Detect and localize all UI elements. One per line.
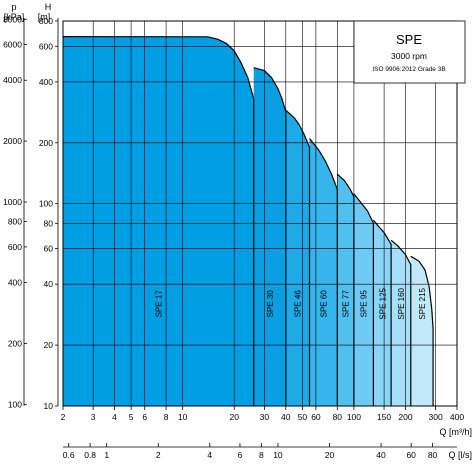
h-tick-label-1: 600 [39, 41, 53, 51]
q-tick-label-14: 150 [377, 412, 391, 422]
series-label-7: SPE 160 [397, 287, 406, 319]
q-axis-title: Q [m³/h] [439, 427, 472, 437]
q-tick-label-1: 3 [91, 412, 96, 422]
series-area-7 [391, 240, 411, 406]
qls-tick-label-11: 80 [428, 450, 438, 460]
series-area-3 [309, 138, 338, 406]
series-labels: SPE 17 SPE 30 SPE 46 SPE 60 SPE 77 SPE 95 SPE … [154, 287, 427, 319]
h-tick-label-7: 40 [44, 279, 54, 289]
q-tick-label-5: 8 [164, 412, 169, 422]
h-tick-label-0: 800 [39, 16, 53, 26]
q-tick-label-4: 6 [142, 412, 147, 422]
series-outlines [62, 36, 434, 406]
chart-subtitle: 3000 rpm [391, 51, 427, 61]
q-tick-label-6: 10 [178, 412, 188, 422]
p-tick-label-9: 100 [8, 399, 22, 409]
qls-tick-label-4: 4 [207, 450, 212, 460]
q-tick-label-16: 300 [429, 412, 443, 422]
series-outline-7 [390, 239, 412, 406]
qls-tick-label-6: 8 [259, 450, 264, 460]
p-axis-title-0: p [11, 2, 16, 12]
p-tick-label-6: 600 [8, 242, 22, 252]
series-area-6 [373, 220, 392, 406]
h-tick-label-8: 20 [44, 340, 54, 350]
q-tick-label-0: 2 [61, 412, 66, 422]
q-tick-label-8: 30 [260, 412, 270, 422]
series-area-1 [253, 67, 286, 406]
series-label-5: SPE 95 [360, 290, 369, 318]
h-tick-label-3: 200 [39, 138, 53, 148]
qls-axis-title: Q [l/s] [448, 450, 472, 460]
qls-tick-label-2: 1 [104, 450, 109, 460]
series-label-1: SPE 30 [266, 290, 275, 318]
series-area-4 [337, 174, 354, 406]
plot-frame [62, 20, 458, 407]
series-outline-1 [253, 67, 287, 406]
p-tick-label-1: 6000 [3, 40, 22, 50]
qls-tick-label-10: 60 [406, 450, 416, 460]
series-label-0: SPE 17 [154, 290, 163, 318]
q-tick-label-13: 100 [347, 412, 361, 422]
q-tick-label-7: 20 [229, 412, 239, 422]
chart-title: SPE [396, 32, 422, 47]
p-tick-label-2: 4000 [3, 75, 22, 85]
series-outline-8 [410, 255, 434, 406]
series-area-8 [410, 256, 434, 406]
q-tick-label-11: 60 [311, 412, 321, 422]
qls-tick-label-8: 20 [325, 450, 335, 460]
title-box: SPE 3000 rpm ISO 9906:2012 Grade 3B [353, 20, 466, 84]
series-outline-5 [353, 193, 374, 406]
series-label-2: SPE 46 [294, 290, 303, 318]
p-axis-title-1: [kPa] [4, 12, 25, 22]
q-tick-label-2: 4 [112, 412, 117, 422]
series-area-2 [285, 110, 310, 406]
series-label-3: SPE 60 [319, 290, 328, 318]
series-outline-4 [336, 173, 355, 406]
qls-tick-label-3: 2 [156, 450, 161, 460]
series-areas [63, 36, 434, 406]
h-tick-label-4: 100 [39, 199, 53, 209]
q-tick-label-15: 200 [398, 412, 412, 422]
axes: 8006004002001008060402010H[m]80006000400… [3, 2, 472, 460]
series-outline-6 [372, 219, 392, 406]
series-area-0 [63, 36, 254, 406]
series-area-5 [353, 193, 374, 406]
h-tick-label-6: 60 [44, 244, 54, 254]
p-tick-label-4: 1000 [3, 197, 22, 207]
q-tick-label-3: 5 [129, 412, 134, 422]
qls-tick-label-5: 6 [238, 450, 243, 460]
h-tick-label-9: 10 [44, 401, 54, 411]
h-tick-label-5: 80 [44, 218, 54, 228]
qls-tick-label-7: 10 [273, 450, 283, 460]
qls-tick-label-0: 0.6 [63, 450, 75, 460]
p-tick-label-0: 8000 [3, 14, 22, 24]
p-tick-label-5: 800 [8, 217, 22, 227]
h-tick-label-2: 400 [39, 77, 53, 87]
p-tick-label-8: 200 [8, 338, 22, 348]
qls-tick-label-1: 0.8 [84, 450, 96, 460]
h-axis-title-1: [m] [38, 12, 51, 22]
series-label-6: SPE 125 [378, 287, 387, 319]
q-tick-label-9: 40 [281, 412, 291, 422]
q-tick-label-17: 400 [450, 412, 464, 422]
q-tick-label-12: 80 [333, 412, 343, 422]
q-tick-label-10: 50 [298, 412, 308, 422]
chart-standard: ISO 9906:2012 Grade 3B [372, 66, 445, 73]
series-outline-2 [285, 109, 311, 406]
series-outline-3 [309, 138, 338, 406]
qls-tick-label-9: 40 [376, 450, 386, 460]
p-tick-label-3: 2000 [3, 136, 22, 146]
series-label-8: SPE 215 [418, 287, 427, 319]
p-tick-label-7: 400 [8, 278, 22, 288]
title-box-frame [353, 20, 466, 84]
series-label-4: SPE 77 [342, 290, 351, 318]
h-axis-title-0: H [45, 2, 52, 12]
series-outline-0 [62, 36, 255, 406]
